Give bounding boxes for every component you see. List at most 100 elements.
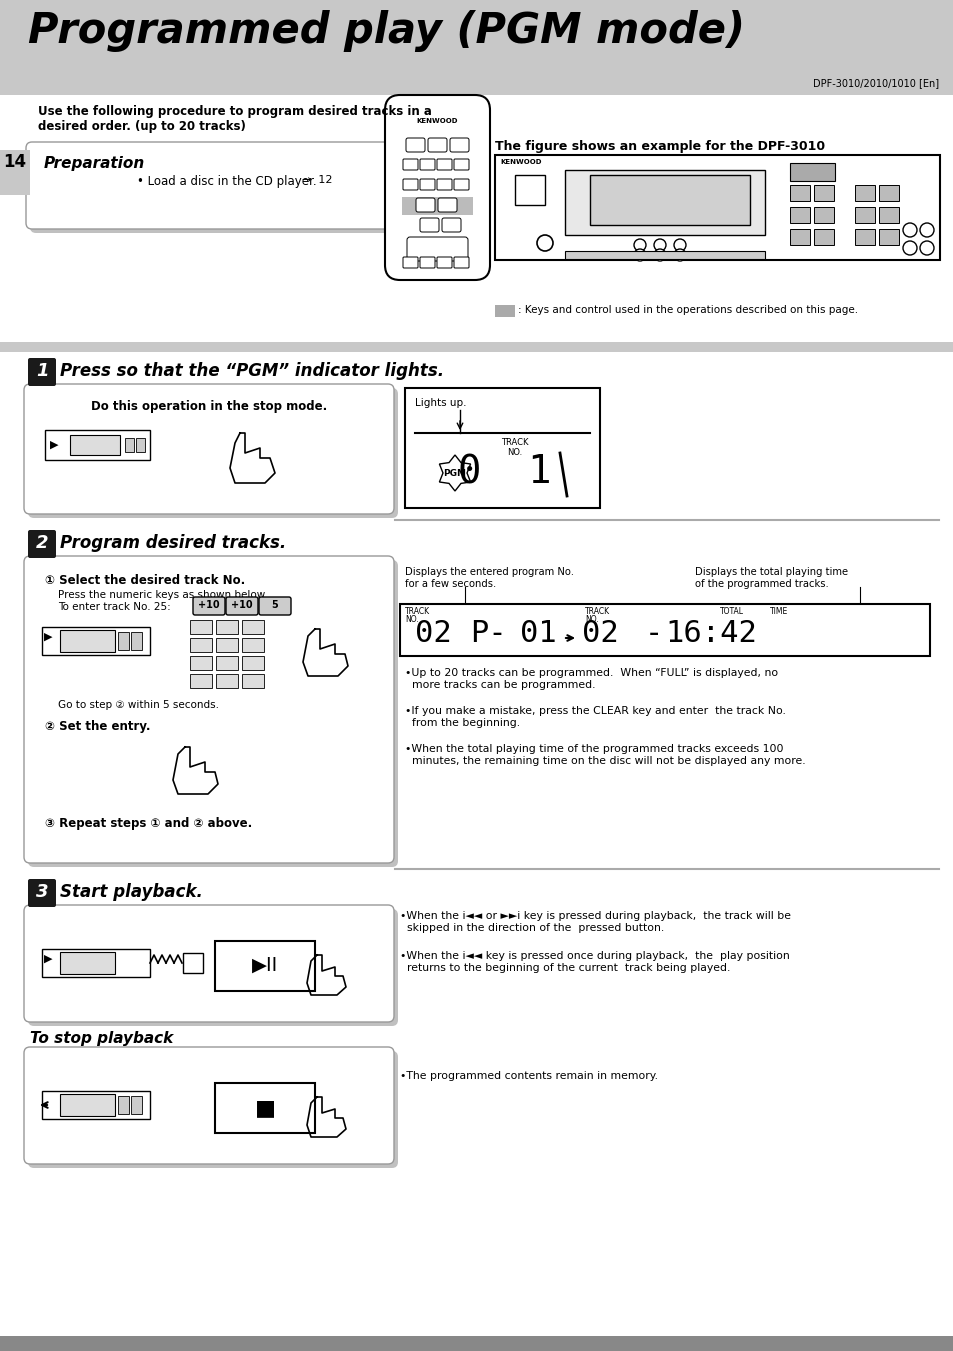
Text: •The programmed contents remain in memory.: •The programmed contents remain in memor… xyxy=(399,1071,658,1081)
Bar xyxy=(190,638,212,653)
Bar xyxy=(190,620,212,634)
Text: P-: P- xyxy=(470,619,506,648)
FancyBboxPatch shape xyxy=(419,159,435,170)
Text: NO.: NO. xyxy=(584,615,598,624)
Bar xyxy=(878,230,898,245)
Bar xyxy=(225,428,280,484)
FancyBboxPatch shape xyxy=(28,358,56,386)
Text: ① Select the desired track No.: ① Select the desired track No. xyxy=(45,574,245,586)
FancyBboxPatch shape xyxy=(226,597,257,615)
Bar xyxy=(183,952,203,973)
Bar xyxy=(878,185,898,201)
Text: KENWOOD: KENWOOD xyxy=(499,159,541,165)
Bar xyxy=(131,1096,142,1115)
Bar xyxy=(136,438,145,453)
Text: Displays the entered program No.
for a few seconds.: Displays the entered program No. for a f… xyxy=(405,567,574,589)
Text: +10: +10 xyxy=(231,600,253,611)
Bar xyxy=(214,942,314,992)
Text: • Load a disc in the CD player.: • Load a disc in the CD player. xyxy=(137,176,316,188)
Text: ▶II: ▶II xyxy=(252,957,278,975)
Bar xyxy=(515,176,544,205)
Circle shape xyxy=(919,223,933,236)
Text: Lights up.: Lights up. xyxy=(415,399,466,408)
Text: Programmed play (PGM mode): Programmed play (PGM mode) xyxy=(28,9,744,51)
FancyBboxPatch shape xyxy=(436,257,452,267)
FancyBboxPatch shape xyxy=(26,142,395,230)
Circle shape xyxy=(537,235,553,251)
Bar xyxy=(70,435,120,455)
Text: •When the i◄◄ or ►►i key is pressed during playback,  the track will be
  skippe: •When the i◄◄ or ►►i key is pressed duri… xyxy=(399,911,790,932)
FancyBboxPatch shape xyxy=(402,257,417,267)
Text: 5: 5 xyxy=(272,600,278,611)
Text: •When the total playing time of the programmed tracks exceeds 100
  minutes, the: •When the total playing time of the prog… xyxy=(405,744,804,766)
Bar xyxy=(242,657,264,670)
Bar xyxy=(60,630,115,653)
Text: TRACK: TRACK xyxy=(584,607,610,616)
Circle shape xyxy=(902,240,916,255)
Text: To stop playback: To stop playback xyxy=(30,1031,173,1046)
FancyBboxPatch shape xyxy=(258,597,291,615)
Text: Press so that the “PGM” indicator lights.: Press so that the “PGM” indicator lights… xyxy=(60,362,444,380)
FancyBboxPatch shape xyxy=(24,1047,394,1165)
Bar xyxy=(131,632,142,650)
Bar xyxy=(854,230,874,245)
Text: NO.: NO. xyxy=(507,449,522,457)
Text: : Keys and control used in the operations described on this page.: : Keys and control used in the operation… xyxy=(517,305,858,315)
Bar xyxy=(789,207,809,223)
Circle shape xyxy=(673,239,685,251)
Text: ▶: ▶ xyxy=(44,632,52,642)
Bar xyxy=(118,1096,129,1115)
Bar xyxy=(190,657,212,670)
Bar xyxy=(215,620,237,634)
Circle shape xyxy=(634,249,645,261)
Circle shape xyxy=(654,249,665,261)
FancyBboxPatch shape xyxy=(436,178,452,190)
FancyBboxPatch shape xyxy=(454,159,469,170)
Bar xyxy=(789,163,834,181)
Text: ▶: ▶ xyxy=(50,440,58,450)
Bar xyxy=(42,948,150,977)
Bar xyxy=(60,952,115,974)
Bar xyxy=(42,1092,150,1119)
Bar xyxy=(0,0,953,95)
Text: TRACK: TRACK xyxy=(405,607,430,616)
Bar xyxy=(878,207,898,223)
Text: 01: 01 xyxy=(519,619,557,648)
Bar xyxy=(813,230,833,245)
Bar xyxy=(60,1094,115,1116)
Bar xyxy=(495,155,939,259)
Bar xyxy=(0,150,30,195)
Circle shape xyxy=(673,249,685,261)
Bar xyxy=(564,251,764,259)
FancyBboxPatch shape xyxy=(441,218,460,232)
Polygon shape xyxy=(439,455,470,490)
FancyBboxPatch shape xyxy=(28,530,56,558)
FancyBboxPatch shape xyxy=(419,257,435,267)
FancyBboxPatch shape xyxy=(419,218,438,232)
Text: 16:42: 16:42 xyxy=(664,619,756,648)
Bar xyxy=(813,185,833,201)
Text: TIME: TIME xyxy=(769,607,787,616)
Text: →  12: → 12 xyxy=(302,176,333,185)
Text: 0  1: 0 1 xyxy=(457,453,551,490)
Bar xyxy=(242,620,264,634)
FancyBboxPatch shape xyxy=(24,557,394,863)
Bar xyxy=(405,388,599,508)
Bar xyxy=(0,1336,953,1351)
Text: 2: 2 xyxy=(35,534,49,553)
Text: •Up to 20 tracks can be programmed.  When “FULL” is displayed, no
  more tracks : •Up to 20 tracks can be programmed. When… xyxy=(405,667,778,689)
Text: ■: ■ xyxy=(254,1098,275,1119)
FancyBboxPatch shape xyxy=(28,909,397,1025)
FancyBboxPatch shape xyxy=(24,905,394,1021)
FancyBboxPatch shape xyxy=(28,561,397,867)
Circle shape xyxy=(902,223,916,236)
Text: TOTAL: TOTAL xyxy=(720,607,743,616)
Text: Press the numeric keys as shown below....: Press the numeric keys as shown below...… xyxy=(58,590,277,600)
Text: •If you make a mistake, press the CLEAR key and enter  the track No.
  from the : •If you make a mistake, press the CLEAR … xyxy=(405,707,785,728)
Text: PGM: PGM xyxy=(443,469,466,477)
FancyBboxPatch shape xyxy=(402,178,417,190)
Text: ③ Repeat steps ① and ② above.: ③ Repeat steps ① and ② above. xyxy=(45,817,252,830)
Bar xyxy=(564,170,764,235)
Text: KENWOOD: KENWOOD xyxy=(416,118,457,124)
Text: 14: 14 xyxy=(4,153,27,172)
